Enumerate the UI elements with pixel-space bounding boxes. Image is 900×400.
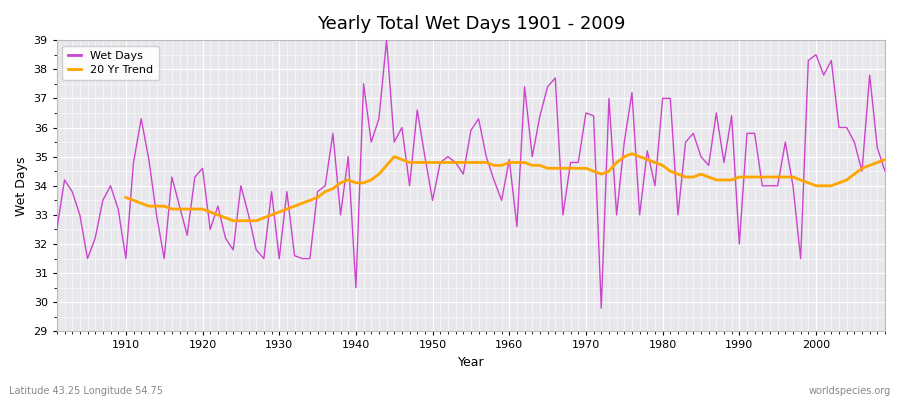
Y-axis label: Wet Days: Wet Days (15, 156, 28, 216)
20 Yr Trend (626, 151, 637, 156)
20 Yr Trend (304, 198, 315, 203)
Text: Latitude 43.25 Longitude 54.75: Latitude 43.25 Longitude 54.75 (9, 386, 163, 396)
Line: Wet Days: Wet Days (57, 40, 885, 308)
Wet Days (382, 38, 392, 42)
20 Yr Trend (857, 166, 868, 171)
Wet Days (328, 131, 338, 136)
Legend: Wet Days, 20 Yr Trend: Wet Days, 20 Yr Trend (62, 46, 158, 80)
Wet Days (282, 189, 292, 194)
20 Yr Trend (228, 218, 238, 223)
Wet Days (611, 212, 622, 217)
20 Yr Trend (121, 195, 131, 200)
20 Yr Trend (879, 157, 890, 162)
Wet Days (511, 224, 522, 229)
Line: 20 Yr Trend: 20 Yr Trend (126, 154, 885, 221)
Wet Days (51, 227, 62, 232)
Wet Days (879, 169, 890, 174)
Wet Days (504, 157, 515, 162)
Title: Yearly Total Wet Days 1901 - 2009: Yearly Total Wet Days 1901 - 2009 (317, 15, 626, 33)
20 Yr Trend (274, 210, 284, 214)
20 Yr Trend (519, 160, 530, 165)
Wet Days (596, 306, 607, 310)
20 Yr Trend (833, 180, 844, 185)
20 Yr Trend (580, 166, 591, 171)
Wet Days (112, 207, 123, 212)
Text: worldspecies.org: worldspecies.org (809, 386, 891, 396)
X-axis label: Year: Year (457, 356, 484, 369)
